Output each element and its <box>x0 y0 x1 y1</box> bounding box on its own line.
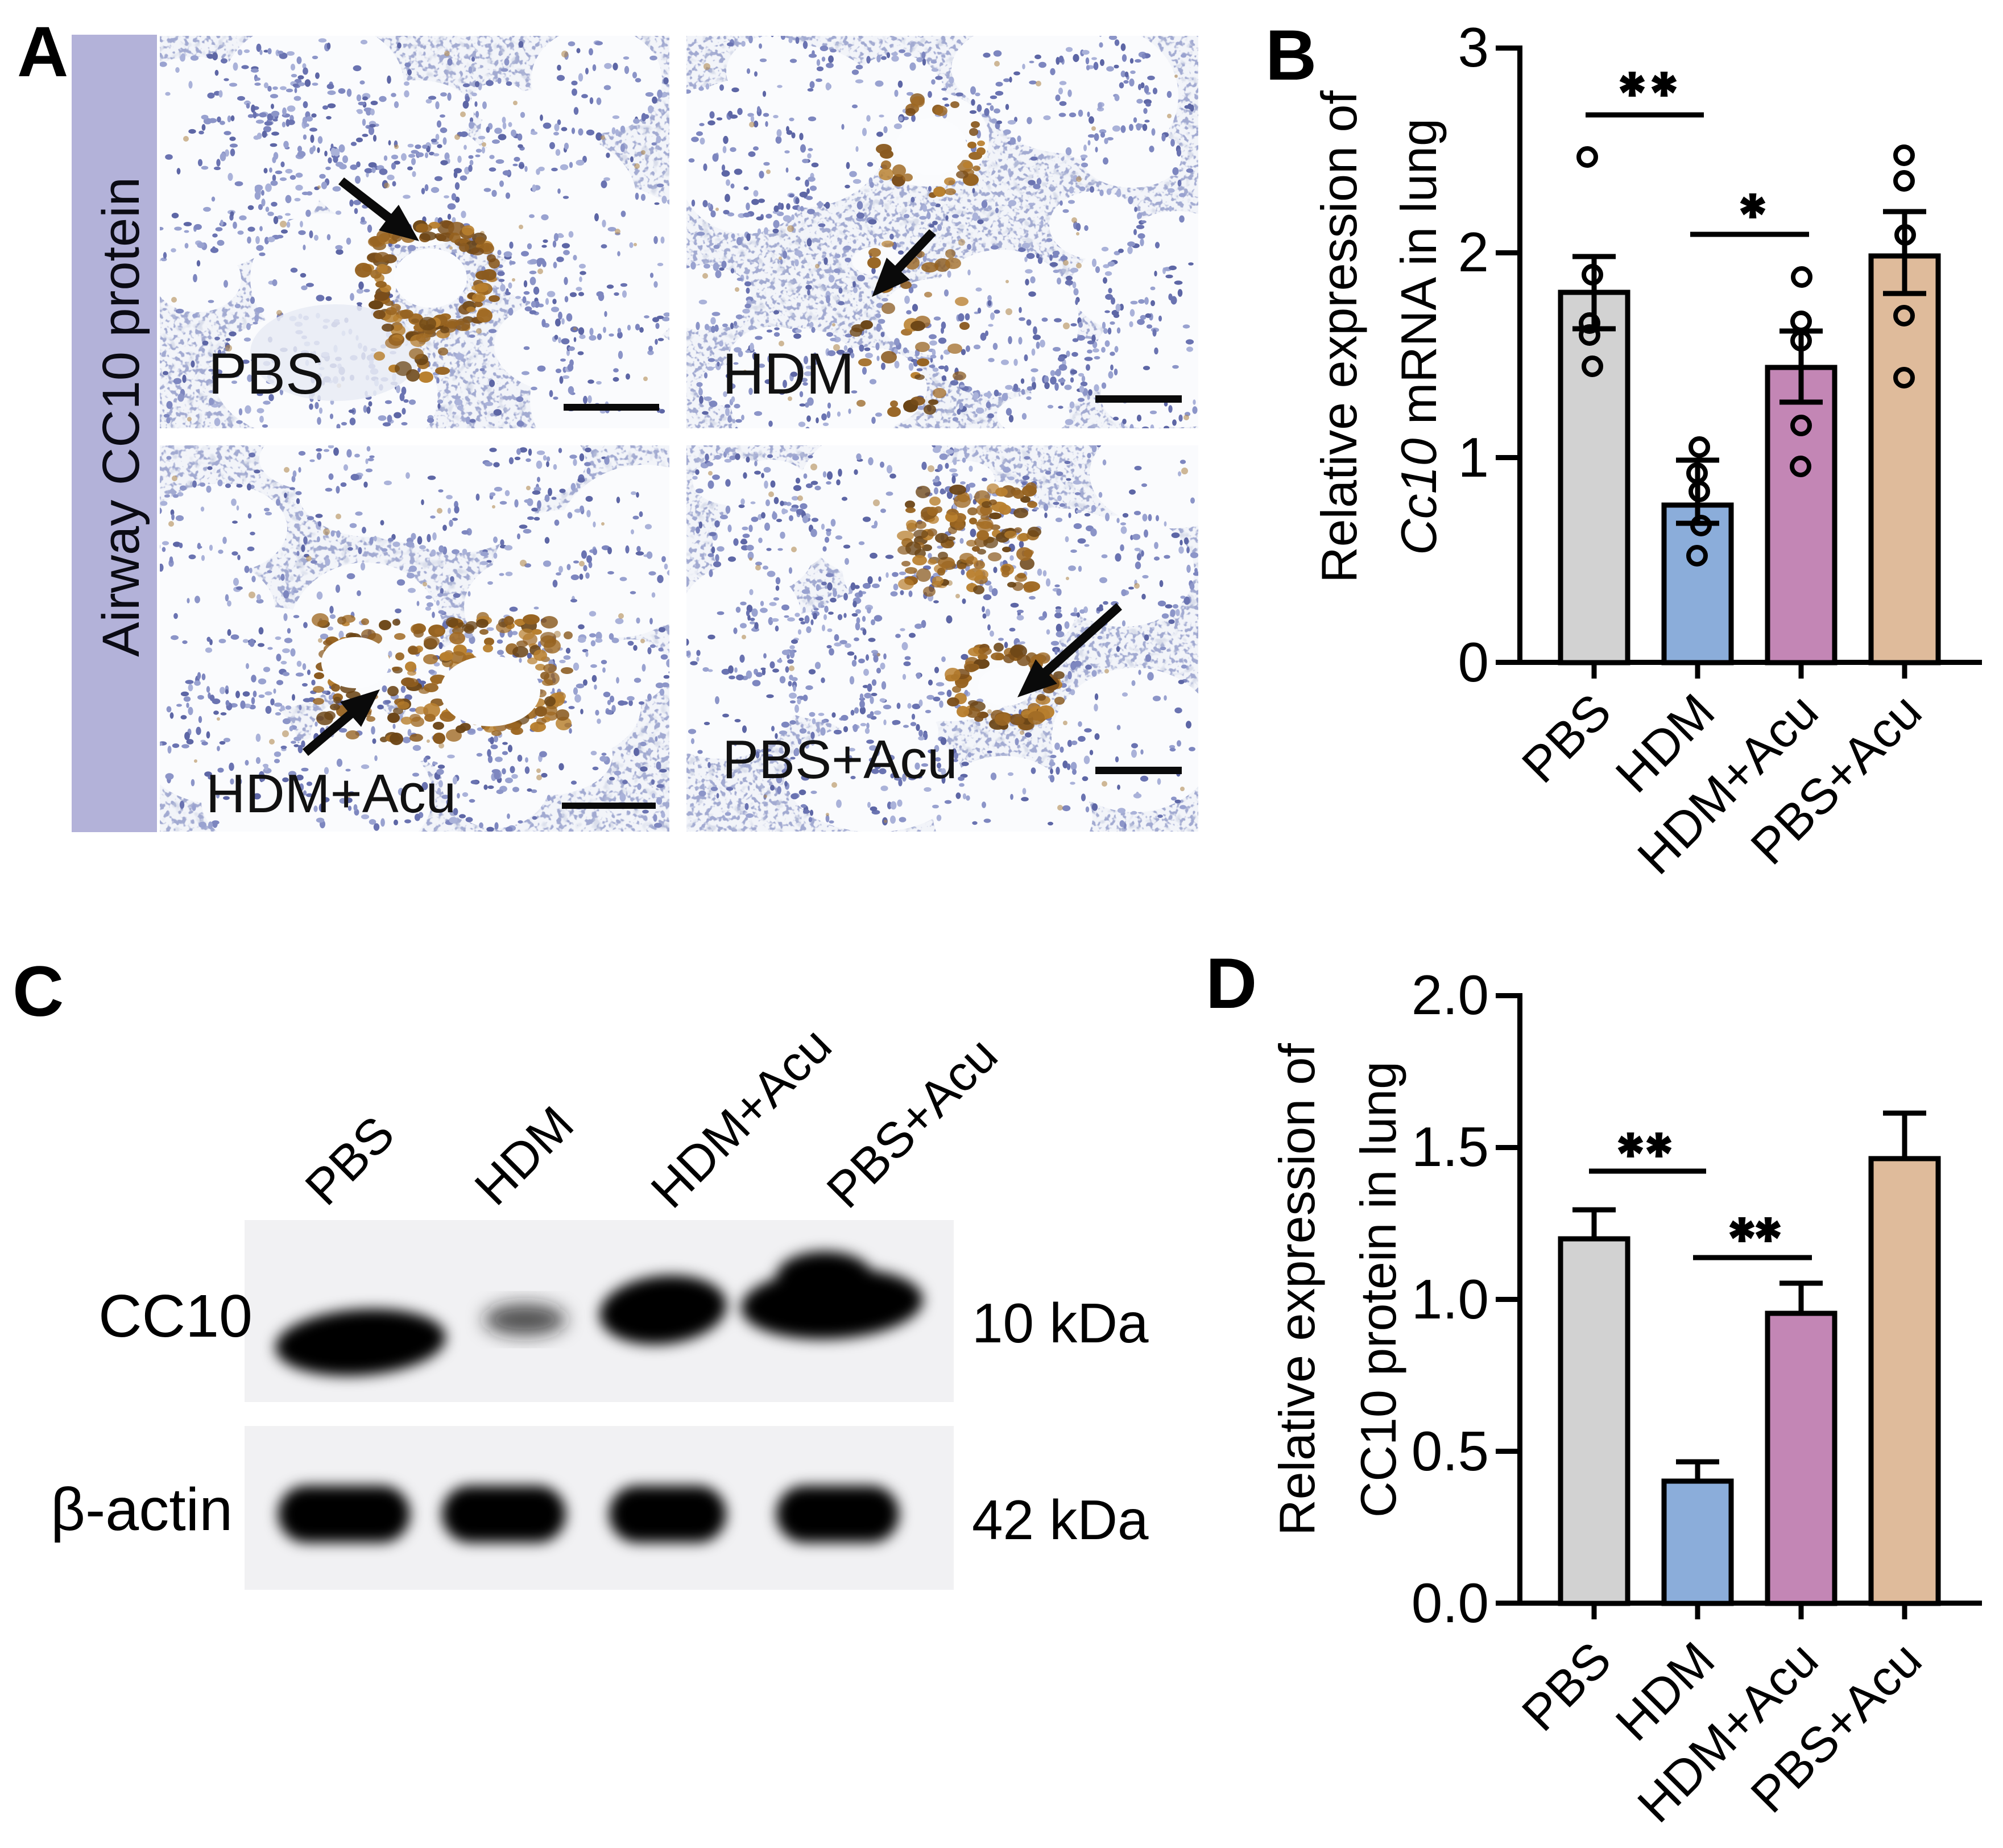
svg-text:HDM+Acu: HDM+Acu <box>206 763 456 824</box>
svg-text:0.5: 0.5 <box>1412 1420 1489 1482</box>
svg-text:3: 3 <box>1458 16 1489 78</box>
svg-text:C: C <box>13 952 64 1031</box>
svg-text:Relative expression of: Relative expression of <box>1269 1043 1325 1536</box>
svg-text:Cc10 mRNA in lung: Cc10 mRNA in lung <box>1390 118 1447 555</box>
svg-text:1: 1 <box>1458 426 1489 489</box>
svg-text:CC10 protein in lung: CC10 protein in lung <box>1350 1061 1406 1518</box>
svg-text:42 kDa: 42 kDa <box>972 1489 1149 1551</box>
svg-text:Airway CC10 protein: Airway CC10 protein <box>92 177 150 657</box>
svg-text:HDM: HDM <box>722 341 854 406</box>
svg-text:B: B <box>1265 16 1317 95</box>
svg-text:10 kDa: 10 kDa <box>972 1292 1149 1354</box>
svg-text:0.0: 0.0 <box>1412 1572 1489 1634</box>
svg-text:β-actin: β-actin <box>51 1476 233 1543</box>
svg-text:A: A <box>17 13 68 92</box>
svg-text:CC10: CC10 <box>98 1283 253 1350</box>
svg-text:Relative expression of: Relative expression of <box>1311 90 1367 583</box>
svg-text:1.5: 1.5 <box>1412 1115 1489 1178</box>
svg-text:D: D <box>1206 944 1257 1023</box>
svg-text:1.0: 1.0 <box>1412 1268 1489 1330</box>
svg-text:PBS+Acu: PBS+Acu <box>722 729 958 790</box>
svg-text:PBS: PBS <box>208 341 324 406</box>
svg-text:2.0: 2.0 <box>1412 964 1489 1026</box>
svg-text:0: 0 <box>1458 631 1489 693</box>
svg-text:2: 2 <box>1458 221 1489 283</box>
